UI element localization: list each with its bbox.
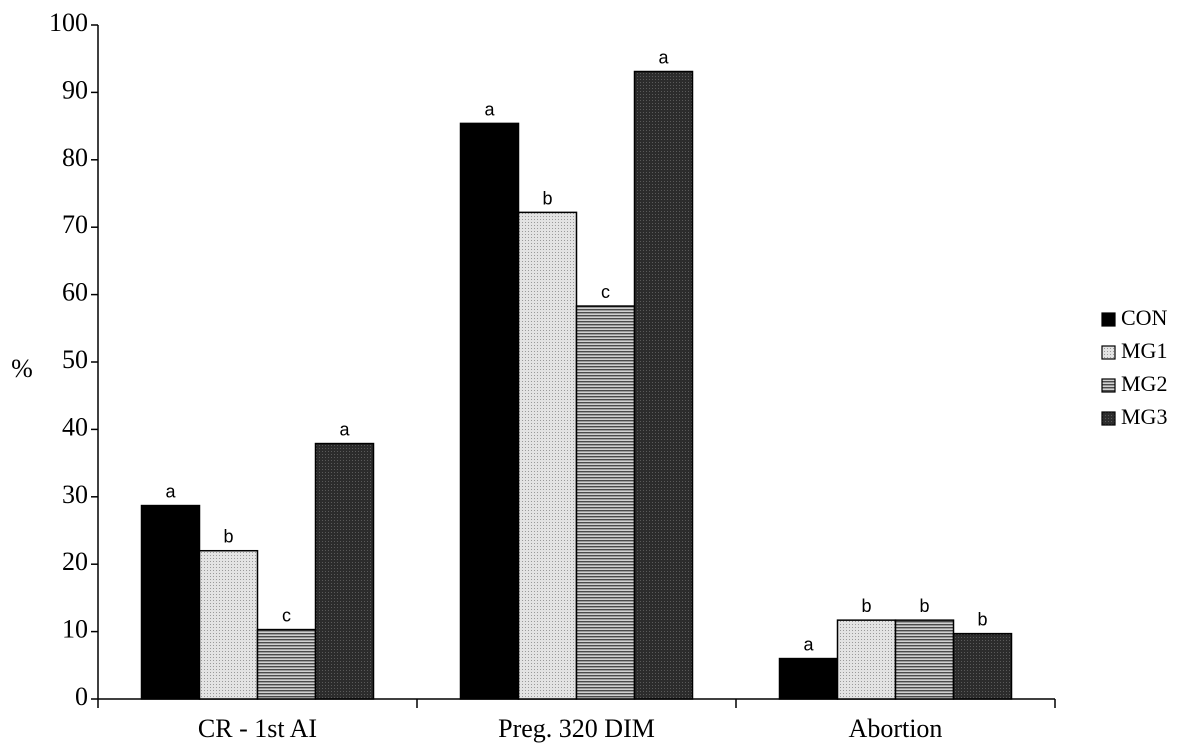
bar bbox=[575, 305, 636, 700]
legend-swatch bbox=[1101, 312, 1116, 327]
data-label: a bbox=[484, 99, 495, 119]
legend-label: MG1 bbox=[1121, 338, 1167, 363]
y-tick-label: 80 bbox=[62, 143, 88, 172]
data-label: a bbox=[165, 482, 176, 502]
y-tick-label: 40 bbox=[62, 412, 88, 441]
bar bbox=[778, 657, 839, 700]
x-tick-label: Preg. 320 DIM bbox=[498, 714, 655, 743]
legend-swatch bbox=[1101, 411, 1116, 426]
legend-label: MG3 bbox=[1121, 404, 1167, 429]
y-tick-label: 30 bbox=[62, 480, 88, 509]
bar bbox=[894, 619, 955, 700]
bar bbox=[836, 619, 897, 700]
y-tick-label: 70 bbox=[62, 210, 88, 239]
data-label: b bbox=[919, 596, 929, 616]
legend-swatch bbox=[1101, 345, 1116, 360]
bar bbox=[314, 442, 375, 700]
bar bbox=[198, 549, 259, 700]
y-tick-label: 0 bbox=[75, 682, 88, 711]
data-label: b bbox=[542, 188, 552, 208]
y-tick-label: 100 bbox=[49, 8, 88, 37]
legend: CON MG1 MG2 MG3 bbox=[1101, 305, 1168, 429]
plot-area: 0 10 20 30 40 50 60 70 80 90 100 a b c a CR - 1st AI a b c… bbox=[49, 8, 1056, 743]
y-tick-label: 60 bbox=[62, 278, 88, 307]
legend-label: MG2 bbox=[1121, 371, 1167, 396]
bar bbox=[517, 211, 578, 700]
y-tick-label: 50 bbox=[62, 345, 88, 374]
data-label: a bbox=[339, 420, 350, 440]
y-axis-label: % bbox=[11, 354, 33, 383]
data-label: a bbox=[658, 48, 669, 68]
data-label: a bbox=[803, 635, 814, 655]
data-label: b bbox=[977, 610, 987, 630]
bar bbox=[952, 632, 1013, 700]
bar bbox=[459, 122, 520, 700]
data-label: c bbox=[282, 606, 291, 626]
y-tick-label: 20 bbox=[62, 547, 88, 576]
x-tick-label: Abortion bbox=[849, 714, 943, 743]
data-label: c bbox=[601, 282, 610, 302]
legend-label: CON bbox=[1121, 305, 1168, 330]
legend-swatch bbox=[1101, 378, 1116, 393]
x-tick-label: CR - 1st AI bbox=[198, 714, 317, 743]
data-label: b bbox=[223, 527, 233, 547]
y-tick-label: 90 bbox=[62, 75, 88, 104]
bar bbox=[633, 70, 694, 700]
data-label: b bbox=[861, 596, 871, 616]
bar bbox=[140, 504, 201, 700]
y-tick-label: 10 bbox=[62, 615, 88, 644]
bar bbox=[256, 628, 317, 700]
